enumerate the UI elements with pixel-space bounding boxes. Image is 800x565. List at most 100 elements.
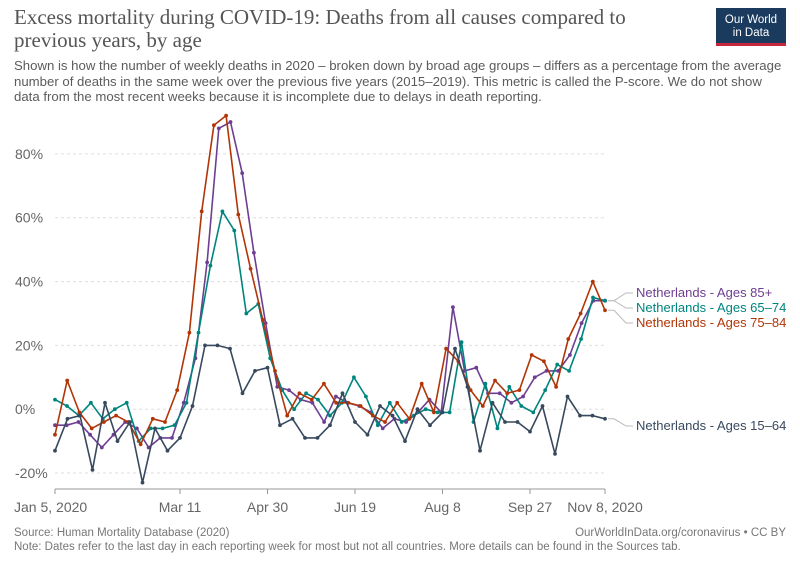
data-point xyxy=(163,420,167,424)
data-point xyxy=(208,263,213,268)
data-point xyxy=(196,330,201,335)
data-point xyxy=(53,397,57,402)
data-point xyxy=(220,209,225,214)
data-point xyxy=(240,391,245,396)
x-tick-label: Nov 8, 2020 xyxy=(567,499,643,515)
data-point xyxy=(160,426,165,431)
data-point xyxy=(590,279,595,284)
data-point xyxy=(340,391,345,396)
data-point xyxy=(352,375,356,380)
data-point xyxy=(310,400,315,405)
data-point xyxy=(590,413,595,418)
data-point xyxy=(493,378,497,383)
data-point xyxy=(403,439,407,443)
data-point xyxy=(153,426,157,431)
data-point xyxy=(187,330,192,335)
data-point xyxy=(248,266,253,271)
data-point xyxy=(53,448,57,453)
data-point xyxy=(528,429,532,434)
data-point xyxy=(240,171,245,176)
data-point xyxy=(236,212,241,217)
data-point xyxy=(90,468,95,472)
data-point xyxy=(190,404,195,408)
data-point xyxy=(554,385,558,389)
data-point xyxy=(115,439,120,443)
data-point xyxy=(78,413,82,418)
data-point xyxy=(490,400,495,405)
logo-line-1: Our World xyxy=(724,13,778,26)
data-point xyxy=(465,385,470,389)
data-point xyxy=(103,400,107,405)
data-point xyxy=(181,400,186,405)
data-point xyxy=(89,400,93,405)
legend-connector-3 xyxy=(608,418,633,427)
data-point xyxy=(112,407,117,412)
data-point xyxy=(99,445,104,450)
owid-link[interactable]: OurWorldInData.org/coronavirus • CC BY xyxy=(575,527,786,539)
data-point xyxy=(334,394,338,399)
data-point xyxy=(290,416,295,421)
data-point xyxy=(252,250,256,255)
data-point xyxy=(76,420,81,424)
data-point xyxy=(278,423,282,428)
x-tick-label: Sep 27 xyxy=(508,499,553,515)
owid-logo[interactable]: Our World in Data xyxy=(716,8,786,46)
data-point xyxy=(178,436,182,440)
data-point xyxy=(428,423,432,428)
data-point xyxy=(390,413,395,418)
data-point xyxy=(287,388,291,392)
legend-label-0: Netherlands - Ages 85+ xyxy=(636,285,772,300)
data-point xyxy=(285,413,290,418)
data-point xyxy=(309,397,314,402)
data-point xyxy=(170,436,174,440)
data-point xyxy=(444,346,448,351)
data-point xyxy=(447,410,452,415)
data-point xyxy=(328,413,332,418)
data-point xyxy=(232,228,237,233)
chart-subtitle: Shown is how the number of weekly deaths… xyxy=(14,58,782,104)
data-point xyxy=(322,420,326,424)
data-point xyxy=(205,260,210,265)
data-point xyxy=(509,400,514,405)
data-point xyxy=(383,420,387,424)
data-point xyxy=(322,381,326,386)
data-point xyxy=(65,404,69,408)
data-point xyxy=(175,388,180,392)
data-point xyxy=(419,381,424,386)
data-point xyxy=(503,420,507,424)
data-point xyxy=(529,353,534,357)
logo-line-2: in Data xyxy=(732,26,770,39)
data-point xyxy=(228,346,232,351)
legend-label-3: Netherlands - Ages 15–64 xyxy=(636,418,786,433)
data-point xyxy=(150,416,155,421)
data-point xyxy=(459,340,464,345)
data-point xyxy=(380,426,385,431)
data-point xyxy=(603,308,607,313)
data-point xyxy=(517,388,522,392)
data-point xyxy=(212,123,216,128)
series-line-2 xyxy=(54,114,606,446)
y-tick-label: 40% xyxy=(15,274,43,290)
data-point xyxy=(553,452,557,456)
data-point xyxy=(297,391,302,396)
data-point xyxy=(138,442,143,447)
data-point xyxy=(53,423,57,428)
data-point xyxy=(146,445,151,450)
data-point xyxy=(495,426,500,431)
data-point xyxy=(89,426,94,431)
data-point xyxy=(578,311,583,316)
data-point xyxy=(440,410,445,415)
data-point xyxy=(316,397,320,402)
data-point xyxy=(483,381,488,386)
data-point xyxy=(199,209,204,214)
data-point xyxy=(515,420,520,424)
data-point xyxy=(215,343,220,348)
data-point xyxy=(184,400,189,405)
data-point xyxy=(77,410,82,415)
data-point xyxy=(507,385,512,389)
data-point xyxy=(292,407,296,412)
legend-connector-0 xyxy=(608,292,633,302)
data-point xyxy=(603,416,607,421)
x-tick-label: Apr 30 xyxy=(247,499,288,515)
data-point xyxy=(415,407,420,412)
